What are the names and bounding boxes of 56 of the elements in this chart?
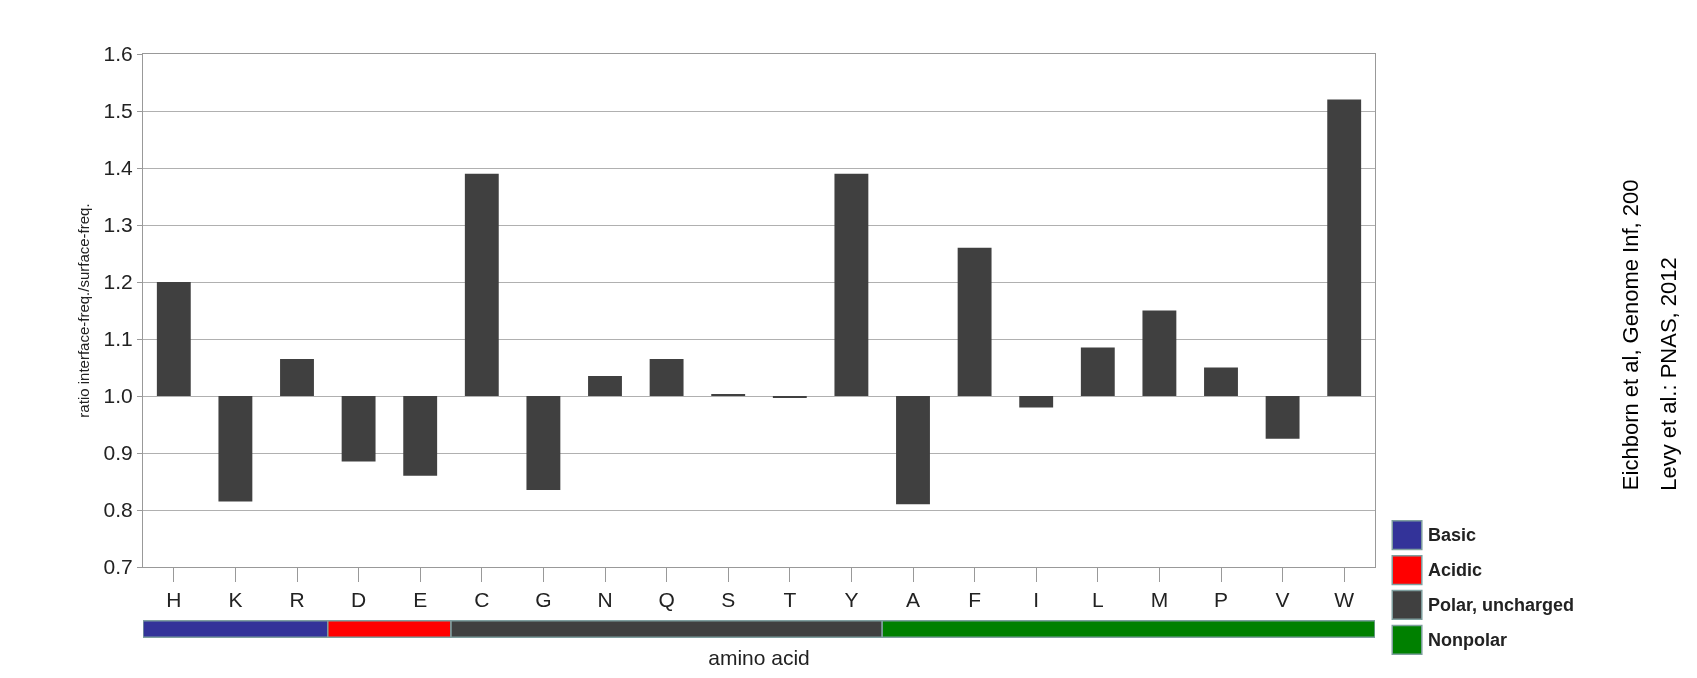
y-tick-label: 1.6	[103, 42, 133, 66]
x-tick-label: R	[289, 588, 305, 612]
y-tick-label: 0.8	[103, 498, 133, 522]
bar	[1080, 347, 1115, 396]
x-tick-label: V	[1275, 588, 1290, 612]
bar	[896, 396, 930, 505]
y-tick-label: 1.3	[103, 213, 133, 237]
y-tick-label: 1.0	[103, 384, 133, 408]
text: Eichborn et al, Genome Inf, 200	[1617, 179, 1643, 491]
y-tick-label: 1.2	[103, 270, 133, 294]
x-tick-label: E	[413, 588, 428, 612]
bar	[526, 396, 561, 491]
x-tick-label: H	[166, 588, 182, 612]
x-tick-label: G	[535, 588, 552, 612]
x-tick-label: I	[1033, 588, 1040, 612]
x-tick-label: D	[351, 588, 367, 612]
bar	[834, 173, 869, 396]
text: Nonpolar	[1428, 630, 1507, 650]
bar	[1327, 99, 1362, 396]
x-tick-label: T	[783, 588, 797, 612]
bar	[1019, 396, 1054, 408]
x-tick-label: Y	[844, 588, 859, 612]
bar	[403, 396, 438, 476]
bar	[957, 247, 992, 396]
x-tick-label: S	[721, 588, 736, 612]
y-tick-label: 1.1	[103, 327, 133, 351]
y-axis-title: ratio interface-freq./surface-freq.	[74, 203, 92, 418]
text: Basic	[1428, 525, 1477, 545]
y-tick-label: 0.9	[103, 441, 133, 465]
x-tick-label: N	[597, 588, 613, 612]
y-tick-label: 1.5	[103, 99, 133, 123]
x-tick-label: Q	[658, 588, 675, 612]
x-tick-label: L	[1091, 588, 1104, 612]
bar	[588, 376, 622, 396]
x-tick-label: P	[1213, 588, 1229, 612]
text: Acidic	[1428, 560, 1483, 580]
x-axis-title: amino acid	[708, 646, 810, 670]
y-tick-label: 0.7	[103, 555, 133, 579]
bar	[280, 358, 314, 396]
bar	[1265, 396, 1300, 439]
x-tick-label: F	[968, 588, 982, 612]
bar	[341, 396, 376, 462]
x-tick-label: K	[228, 588, 243, 612]
x-tick-label: M	[1150, 588, 1169, 612]
bar	[156, 282, 191, 396]
x-tick-label: W	[1334, 588, 1355, 612]
x-tick-label: A	[905, 588, 921, 612]
bar	[1204, 367, 1238, 396]
bar	[1142, 310, 1177, 396]
text: Polar, uncharged	[1428, 595, 1575, 615]
x-tick-label: C	[474, 588, 490, 612]
bar	[649, 358, 684, 396]
bar	[218, 396, 253, 502]
bar	[464, 173, 499, 396]
text: Levy et al.: PNAS, 2012	[1655, 257, 1681, 491]
y-tick-label: 1.4	[103, 156, 134, 180]
